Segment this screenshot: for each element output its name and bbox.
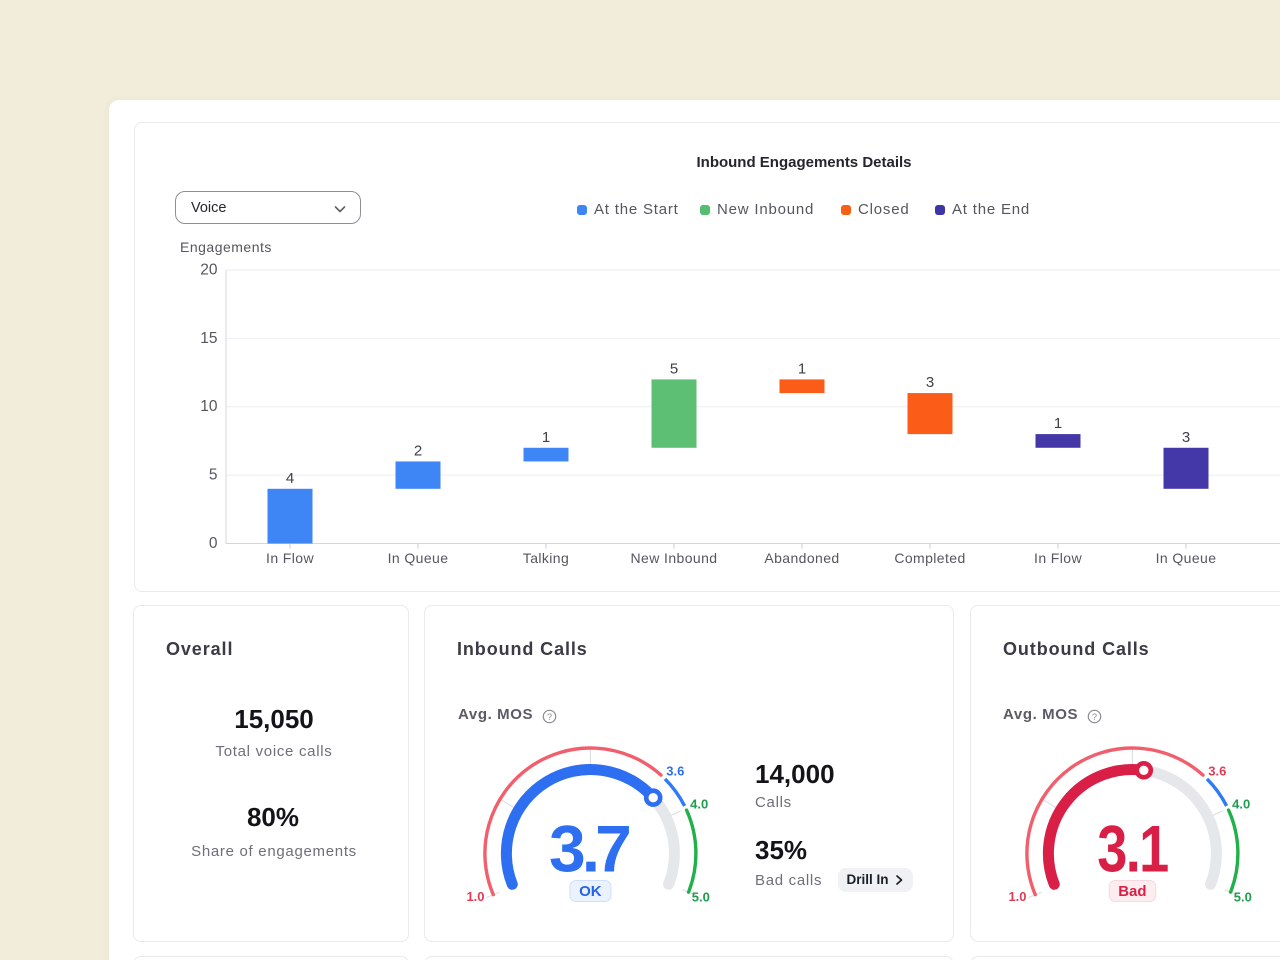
svg-text:1.0: 1.0 [1008,889,1026,904]
svg-text:In Flow: In Flow [266,550,314,566]
svg-text:4.0: 4.0 [690,796,708,811]
svg-text:1: 1 [1054,415,1062,432]
svg-text:15: 15 [200,330,217,347]
svg-text:5.0: 5.0 [692,890,710,905]
svg-text:1: 1 [542,429,550,446]
svg-text:Abandoned: Abandoned [764,550,839,566]
svg-text:3: 3 [1182,429,1190,446]
svg-text:5.0: 5.0 [1234,890,1252,905]
svg-text:3.1: 3.1 [1097,811,1168,885]
svg-text:In Queue: In Queue [1156,550,1217,566]
svg-text:2: 2 [414,442,422,459]
svg-text:1: 1 [798,360,806,377]
svg-text:Bad: Bad [1118,883,1146,900]
svg-text:1.0: 1.0 [466,889,484,904]
svg-text:Completed: Completed [894,550,965,566]
svg-text:0: 0 [209,535,218,552]
svg-text:Talking: Talking [523,550,569,566]
svg-text:?: ? [1092,712,1097,722]
svg-text:5: 5 [670,360,678,377]
svg-text:3: 3 [926,374,934,391]
svg-text:5: 5 [209,467,218,484]
svg-text:OK: OK [579,883,602,900]
svg-text:10: 10 [200,398,218,415]
svg-text:In Queue: In Queue [388,550,449,566]
svg-text:4.0: 4.0 [1232,796,1250,811]
svg-text:3.6: 3.6 [1208,764,1226,779]
svg-text:In Flow: In Flow [1034,550,1082,566]
svg-text:3.6: 3.6 [666,764,684,779]
svg-text:20: 20 [200,262,218,279]
svg-text:4: 4 [286,470,294,487]
svg-text:New Inbound: New Inbound [631,550,718,566]
svg-text:?: ? [547,712,552,722]
svg-text:3.7: 3.7 [549,812,632,886]
